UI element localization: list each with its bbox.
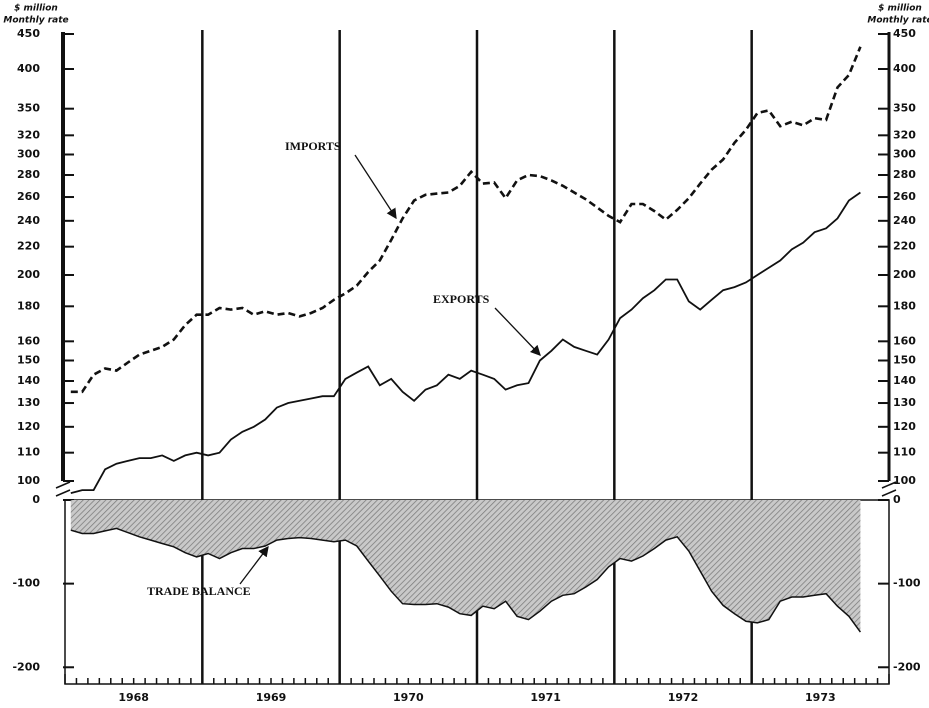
y-tick-label: 200 bbox=[893, 268, 916, 281]
y-tick-label: 140 bbox=[17, 374, 40, 387]
y-tick-label: 280 bbox=[893, 168, 916, 181]
y-tick-label: 220 bbox=[893, 240, 916, 253]
y-tick-label: 320 bbox=[17, 128, 40, 141]
x-tick-label: 1973 bbox=[805, 691, 836, 704]
y-tick-label: 200 bbox=[17, 268, 40, 281]
y-tick-label: 140 bbox=[893, 374, 916, 387]
y-tick-label: 280 bbox=[17, 168, 40, 181]
y-tick-label: 220 bbox=[17, 240, 40, 253]
y-tick-label: 450 bbox=[893, 27, 916, 40]
y-tick-label: 240 bbox=[17, 214, 40, 227]
y-tick-label: 300 bbox=[17, 148, 40, 161]
y-tick-label: 180 bbox=[893, 299, 916, 312]
y-axis-title: $ million bbox=[14, 4, 58, 14]
y-tick-label: 350 bbox=[17, 102, 40, 115]
y-tick-label: 150 bbox=[17, 353, 40, 366]
x-tick-label: 1968 bbox=[118, 691, 149, 704]
x-tick-label: 1969 bbox=[256, 691, 287, 704]
y-tick-label: -200 bbox=[12, 660, 40, 673]
area-line bbox=[70, 527, 862, 633]
x-tick-label: 1970 bbox=[393, 691, 424, 704]
y-tick-label: 120 bbox=[17, 420, 40, 433]
y-tick-label: 110 bbox=[893, 446, 916, 459]
y-tick-label: 150 bbox=[893, 353, 916, 366]
y-tick-label: 240 bbox=[893, 214, 916, 227]
y-tick-label: -200 bbox=[893, 660, 921, 673]
series-label: IMPORTS bbox=[285, 139, 341, 153]
x-tick-label: 1971 bbox=[530, 691, 561, 704]
y-tick-label: 130 bbox=[893, 396, 916, 409]
annotation-arrow bbox=[494, 307, 541, 356]
y-tick-label: 100 bbox=[17, 474, 40, 487]
y-tick-label: 260 bbox=[17, 190, 40, 203]
line bbox=[70, 46, 862, 394]
y-axis-title: Monthly rate bbox=[867, 16, 929, 26]
y-tick-label: 120 bbox=[893, 420, 916, 433]
y-axis-title: $ million bbox=[878, 4, 922, 14]
y-tick-label: 400 bbox=[893, 62, 916, 75]
y-tick-label: 0 bbox=[893, 493, 901, 506]
line bbox=[70, 191, 861, 494]
y-tick-label: 450 bbox=[17, 27, 40, 40]
y-tick-label: 100 bbox=[893, 474, 916, 487]
y-tick-label: 110 bbox=[17, 446, 40, 459]
y-tick-label: 160 bbox=[17, 334, 40, 347]
annotation-arrow bbox=[354, 154, 397, 220]
y-tick-label: 300 bbox=[893, 148, 916, 161]
y-tick-label: 320 bbox=[893, 128, 916, 141]
y-tick-label: 0 bbox=[32, 493, 40, 506]
y-tick-label: 130 bbox=[17, 396, 40, 409]
y-tick-label: 260 bbox=[893, 190, 916, 203]
series-label: TRADE BALANCE bbox=[147, 584, 251, 598]
series-label: EXPORTS bbox=[433, 292, 490, 306]
y-tick-label: 350 bbox=[893, 102, 916, 115]
y-axis-title: Monthly rate bbox=[3, 16, 68, 26]
y-tick-label: -100 bbox=[893, 577, 921, 590]
x-tick-label: 1972 bbox=[668, 691, 699, 704]
y-tick-label: 400 bbox=[17, 62, 40, 75]
y-tick-label: 180 bbox=[17, 299, 40, 312]
area bbox=[70, 500, 861, 633]
y-tick-label: 160 bbox=[893, 334, 916, 347]
y-tick-label: -100 bbox=[12, 577, 40, 590]
annotation-arrow bbox=[239, 545, 269, 585]
